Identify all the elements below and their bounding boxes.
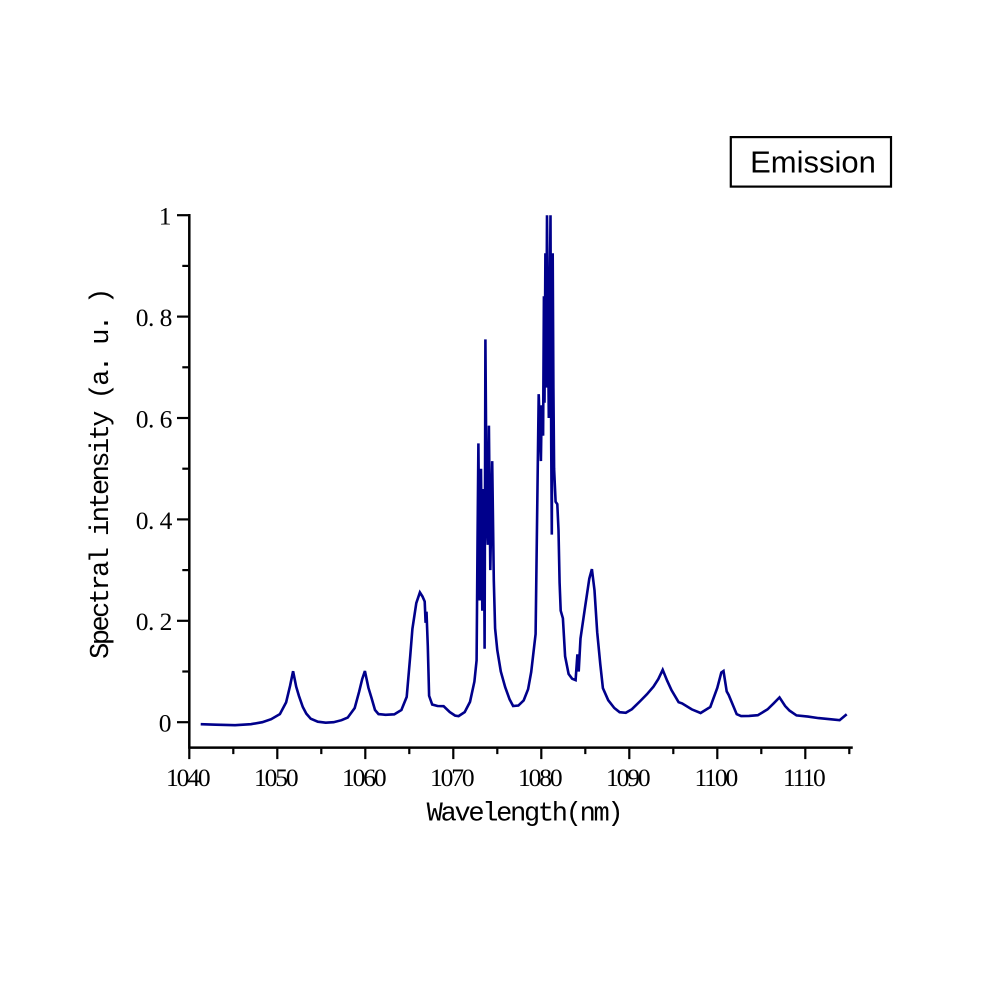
svg-text:0: 0: [159, 709, 171, 738]
svg-text:Emission: Emission: [750, 145, 876, 180]
svg-text:1100: 1100: [694, 763, 737, 792]
svg-text:1040: 1040: [166, 763, 210, 792]
svg-text:0. 2: 0. 2: [136, 607, 172, 636]
svg-text:1080: 1080: [518, 763, 562, 792]
svg-text:1060: 1060: [342, 763, 386, 792]
svg-text:1050: 1050: [254, 763, 298, 792]
svg-text:0. 6: 0. 6: [136, 404, 172, 433]
svg-text:0. 8: 0. 8: [136, 303, 172, 332]
svg-text:Wavelength(nm): Wavelength(nm): [427, 800, 622, 830]
svg-text:1110: 1110: [783, 763, 825, 792]
svg-text:1: 1: [159, 202, 171, 231]
svg-text:1070: 1070: [430, 763, 474, 792]
svg-text:Spectral intensity (a. u. ): Spectral intensity (a. u. ): [87, 290, 117, 659]
svg-text:1090: 1090: [606, 763, 650, 792]
svg-text:0. 4: 0. 4: [136, 506, 173, 535]
